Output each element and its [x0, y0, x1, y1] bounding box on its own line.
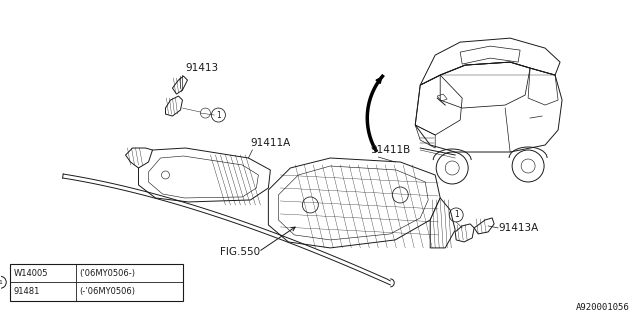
Polygon shape [474, 218, 494, 234]
Text: 91411B: 91411B [371, 145, 410, 155]
Polygon shape [172, 76, 188, 94]
Polygon shape [430, 198, 455, 248]
Text: A920001056: A920001056 [576, 303, 630, 312]
Text: 1: 1 [216, 110, 221, 120]
Bar [10, 264, 183, 301]
Text: (-’06MY0506): (-’06MY0506) [79, 287, 135, 296]
Text: 1: 1 [0, 280, 2, 285]
Text: FIG.550: FIG.550 [220, 247, 260, 257]
Polygon shape [166, 96, 182, 116]
Polygon shape [455, 224, 474, 242]
Text: 91413: 91413 [186, 63, 219, 73]
Text: W14005: W14005 [13, 268, 48, 277]
Text: 91481: 91481 [13, 287, 40, 296]
Text: 91411A: 91411A [250, 138, 291, 148]
Polygon shape [125, 148, 152, 168]
Text: 91413A: 91413A [498, 223, 538, 233]
Text: (’06MY0506-): (’06MY0506-) [79, 268, 135, 277]
Polygon shape [138, 148, 270, 202]
Polygon shape [268, 158, 440, 248]
Text: 1: 1 [454, 211, 459, 220]
